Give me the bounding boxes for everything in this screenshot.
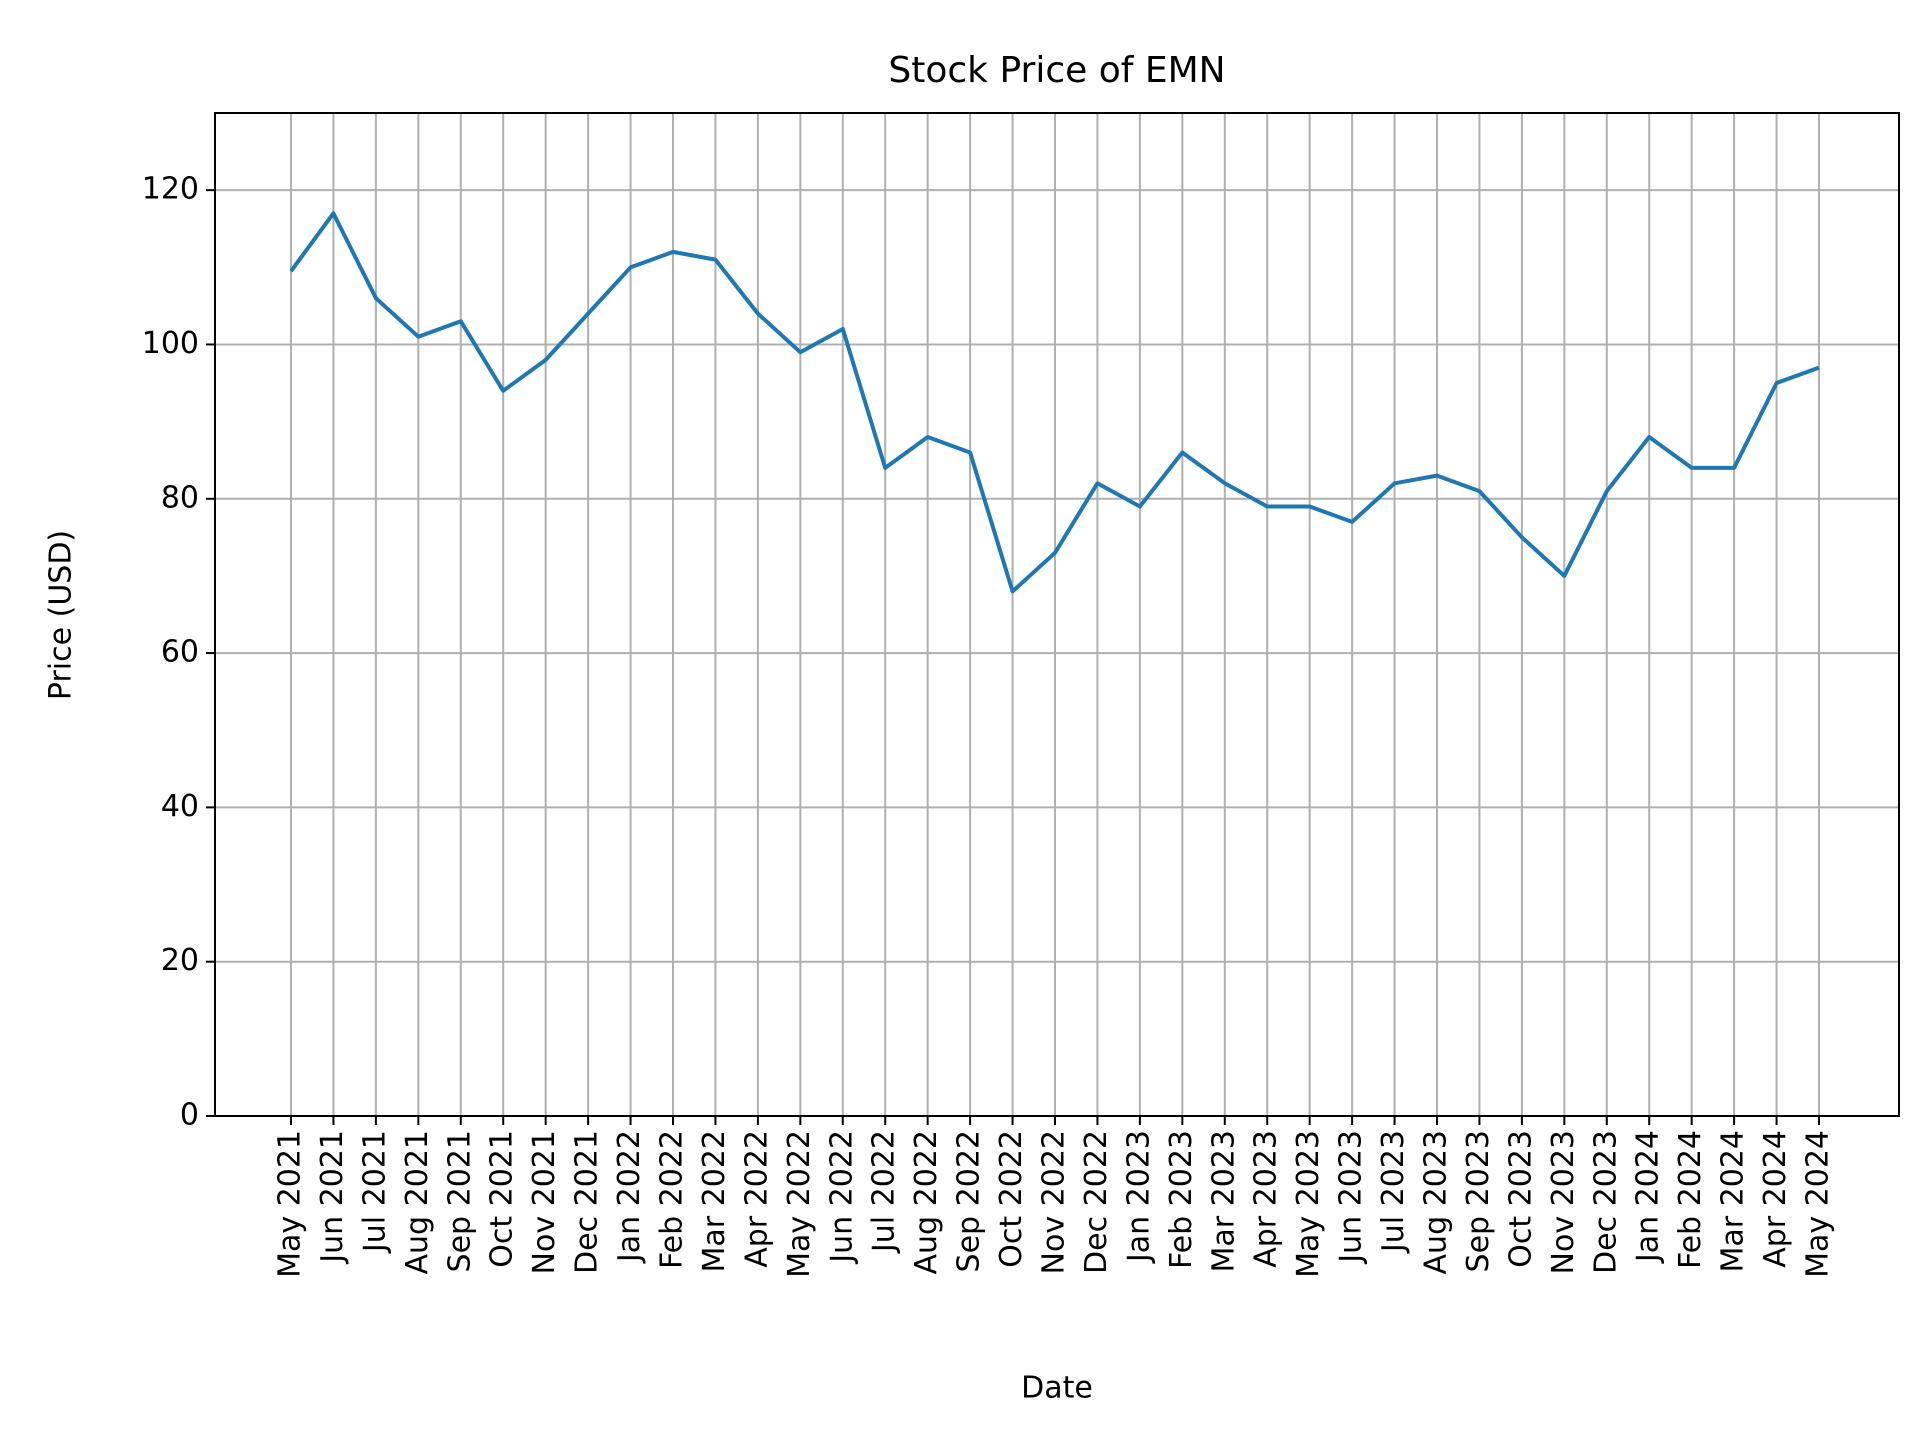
x-tick-label: Feb 2022 [655,1130,690,1269]
x-tick-label: May 2023 [1291,1130,1326,1278]
x-tick-label: Oct 2021 [485,1130,520,1268]
x-tick-label: Aug 2023 [1419,1130,1454,1274]
plot-frame [214,112,1900,1117]
x-tick-label: Oct 2022 [994,1130,1029,1268]
y-tick-label: 100 [142,326,199,361]
x-tick-label: Dec 2021 [570,1130,605,1274]
y-tick-label: 120 [142,172,199,207]
x-tick-label: Jul 2023 [1376,1130,1411,1254]
y-axis-label: Price (USD) [44,530,79,700]
x-tick-label: Jul 2021 [357,1130,392,1254]
x-tick-label: May 2022 [782,1130,817,1278]
x-tick-label: Apr 2023 [1249,1130,1284,1268]
x-tick-label: Jan 2023 [1121,1130,1156,1264]
x-tick-label: Mar 2023 [1206,1130,1241,1273]
x-tick-label: Mar 2024 [1716,1130,1751,1273]
x-tick-label: Jun 2021 [315,1130,350,1265]
x-tick-label: Oct 2023 [1503,1130,1538,1268]
x-tick-label: May 2024 [1801,1130,1836,1278]
x-tick-label: Feb 2023 [1164,1130,1199,1269]
x-tick-label: Sep 2023 [1461,1130,1496,1272]
x-tick-label: Sep 2022 [952,1130,987,1272]
y-tick-label: 20 [161,943,199,978]
x-tick-label: Sep 2021 [442,1130,477,1272]
y-tick-label: 80 [161,480,199,515]
x-tick-label: Feb 2024 [1673,1130,1708,1269]
y-tick-label: 60 [161,635,199,670]
x-tick-label: Mar 2022 [697,1130,732,1273]
price-line [289,211,1820,594]
x-tick-label: Jun 2022 [824,1130,859,1265]
y-tick-label: 0 [180,1098,199,1133]
x-tick-label: Jan 2024 [1631,1130,1666,1264]
x-axis-label: Date [1021,1371,1093,1406]
x-tick-label: Apr 2022 [739,1130,774,1268]
x-tick-label: Aug 2021 [400,1130,435,1274]
chart-title: Stock Price of EMN [888,50,1225,91]
x-tick-label: Dec 2022 [1079,1130,1114,1274]
x-tick-label: Nov 2021 [527,1130,562,1274]
x-tick-label: Jan 2022 [612,1130,647,1264]
x-tick-label: Nov 2023 [1546,1130,1581,1274]
x-tick-label: Nov 2022 [1037,1130,1072,1274]
x-tick-label: Aug 2022 [909,1130,944,1274]
x-tick-label: Jul 2022 [867,1130,902,1254]
x-tick-label: Dec 2023 [1588,1130,1623,1274]
x-tick-label: Jun 2023 [1334,1130,1369,1265]
y-tick-label: 40 [161,789,199,824]
x-tick-label: May 2021 [273,1130,308,1278]
x-tick-label: Apr 2024 [1758,1130,1793,1268]
